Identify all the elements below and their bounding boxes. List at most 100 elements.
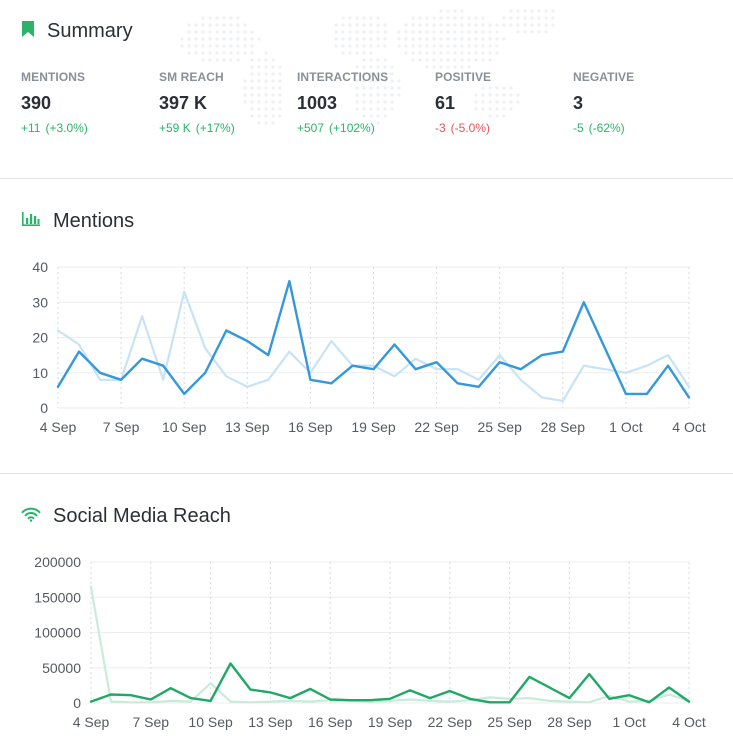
map-dot	[348, 37, 352, 41]
map-dot	[418, 44, 422, 48]
section-divider	[0, 473, 733, 474]
map-dot	[250, 93, 254, 97]
map-dot	[369, 72, 373, 76]
map-dot	[376, 44, 380, 48]
map-dot	[362, 16, 366, 20]
map-dot	[474, 58, 478, 62]
map-dot	[453, 44, 457, 48]
map-dot	[467, 44, 471, 48]
map-dot	[530, 23, 534, 27]
metric-label: SM REACH	[159, 70, 224, 84]
reach-title: Social Media Reach	[53, 505, 231, 527]
map-dot	[236, 58, 240, 62]
map-dot	[439, 65, 443, 69]
map-dot	[397, 86, 401, 90]
map-dot	[460, 37, 464, 41]
metric-negative[interactable]: NEGATIVE 3 -5 (-62%)	[573, 70, 711, 135]
map-dot	[201, 37, 205, 41]
map-dot	[390, 100, 394, 104]
map-dot	[257, 93, 261, 97]
map-dot	[467, 16, 471, 20]
x-tick-label: 19 Sep	[368, 714, 413, 730]
change-percent: (+3.0%)	[45, 121, 88, 135]
map-dot	[516, 30, 520, 34]
mentions-title: Mentions	[53, 210, 135, 232]
metric-interactions[interactable]: INTERACTIONS 1003 +507 (+102%)	[297, 70, 435, 135]
map-dot	[250, 72, 254, 76]
map-dot	[495, 44, 499, 48]
map-dot	[481, 51, 485, 55]
map-dot	[460, 58, 464, 62]
metric-label: POSITIVE	[435, 70, 492, 84]
map-dot	[201, 30, 205, 34]
mentions-chart[interactable]: 0 10 20 30 40 4 Sep 7 Sep 10 Sep 13 Sep 16 Sep 19 …	[0, 255, 733, 445]
map-dot	[341, 16, 345, 20]
map-dot	[383, 65, 387, 69]
map-dot	[229, 51, 233, 55]
map-dot	[537, 23, 541, 27]
map-dot	[222, 16, 226, 20]
metric-sm-reach[interactable]: SM REACH 397 K +59 K (+17%)	[159, 70, 297, 135]
map-dot	[418, 23, 422, 27]
map-dot	[502, 23, 506, 27]
map-dot	[208, 37, 212, 41]
mentions-section: Mentions	[0, 179, 733, 473]
map-dot	[208, 51, 212, 55]
map-dot	[278, 86, 282, 90]
map-dot	[355, 86, 359, 90]
map-dot	[425, 65, 429, 69]
map-dot	[236, 23, 240, 27]
map-dot	[187, 23, 191, 27]
map-dot	[271, 121, 275, 125]
x-tick-label: 1 Oct	[609, 419, 643, 435]
metric-change: +11 (+3.0%)	[21, 121, 159, 135]
y-tick-label: 20	[32, 330, 48, 346]
map-dot	[369, 86, 373, 90]
map-dot	[194, 51, 198, 55]
reach-chart[interactable]: 0 50000 100000 150000 200000 4 Sep 7 Sep 10 Sep…	[0, 552, 733, 742]
map-dot	[271, 79, 275, 83]
map-dot	[481, 107, 485, 111]
metric-positive[interactable]: POSITIVE 61 -3 (-5.0%)	[435, 70, 573, 135]
map-dot	[453, 30, 457, 34]
map-dot	[495, 100, 499, 104]
map-dot	[229, 58, 233, 62]
map-dot	[341, 30, 345, 34]
map-dot	[278, 65, 282, 69]
map-dot	[446, 51, 450, 55]
map-dot	[355, 107, 359, 111]
y-tick-label: 0	[73, 695, 81, 711]
map-dot	[411, 16, 415, 20]
map-dot	[523, 9, 527, 13]
map-dot	[257, 107, 261, 111]
change-percent: (-5.0%)	[450, 121, 491, 135]
map-dot	[369, 58, 373, 62]
map-dot	[460, 44, 464, 48]
series-line-previous	[89, 585, 691, 704]
map-dot	[397, 93, 401, 97]
map-dot	[439, 23, 443, 27]
map-dot	[222, 37, 226, 41]
map-dot	[257, 86, 261, 90]
map-dot	[278, 79, 282, 83]
metric-label: NEGATIVE	[573, 70, 635, 84]
map-dot	[460, 9, 464, 13]
map-dot	[243, 93, 247, 97]
map-dot	[348, 16, 352, 20]
map-dot	[362, 86, 366, 90]
series-line-current	[89, 662, 691, 704]
change-percent: (-62%)	[588, 121, 625, 135]
map-dot	[523, 23, 527, 27]
metric-mentions[interactable]: MENTIONS 390 +11 (+3.0%)	[21, 70, 159, 135]
x-tick-label: 7 Sep	[103, 419, 140, 435]
map-dot	[509, 86, 513, 90]
map-dot	[418, 58, 422, 62]
map-dot	[250, 37, 254, 41]
map-dot	[250, 114, 254, 118]
map-dot	[376, 72, 380, 76]
map-dot	[271, 100, 275, 104]
map-dot	[264, 114, 268, 118]
map-dot	[187, 30, 191, 34]
map-dot	[383, 37, 387, 41]
map-dot	[376, 100, 380, 104]
